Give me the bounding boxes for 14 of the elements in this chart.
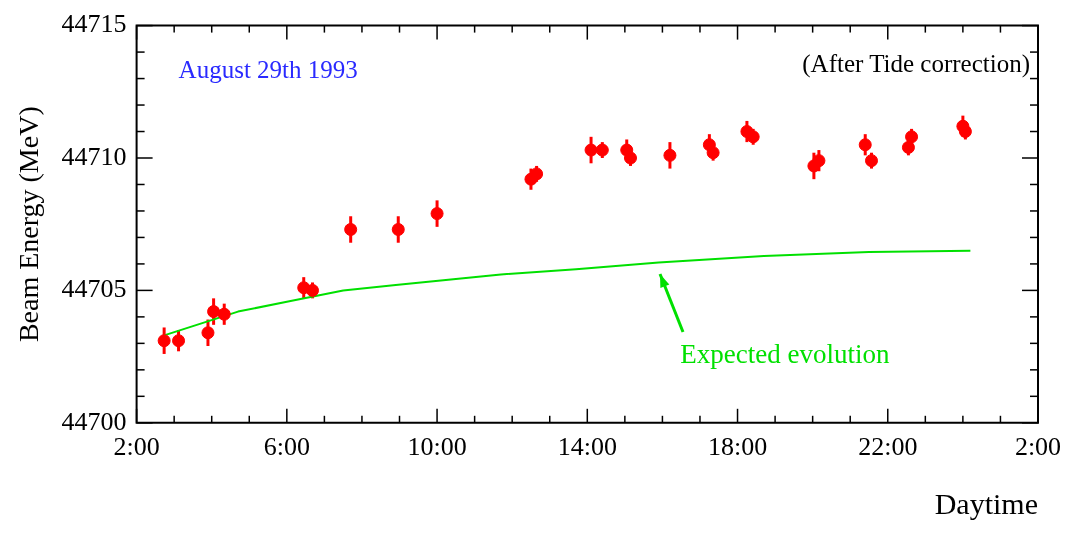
- x-tick-label: 6:00: [263, 432, 310, 462]
- x-tick-label: 2:00: [1014, 432, 1062, 462]
- annotation: August 29th 1993: [178, 56, 358, 84]
- x-tick-label: 22:00: [858, 432, 918, 462]
- y-tick-label: 44705: [61, 274, 127, 304]
- x-tick-label: 14:00: [557, 432, 617, 462]
- x-axis-title: Daytime: [934, 486, 1038, 520]
- y-tick-label: 44715: [61, 9, 127, 39]
- x-tick-label: 10:00: [407, 432, 467, 462]
- y-tick-label: 44710: [61, 141, 127, 171]
- y-axis-title: Beam Energy (MeV): [13, 106, 45, 343]
- annotation: (After Tide correction): [802, 50, 1030, 79]
- annotation: Expected evolution: [680, 339, 890, 370]
- x-tick-label: 18:00: [707, 432, 768, 462]
